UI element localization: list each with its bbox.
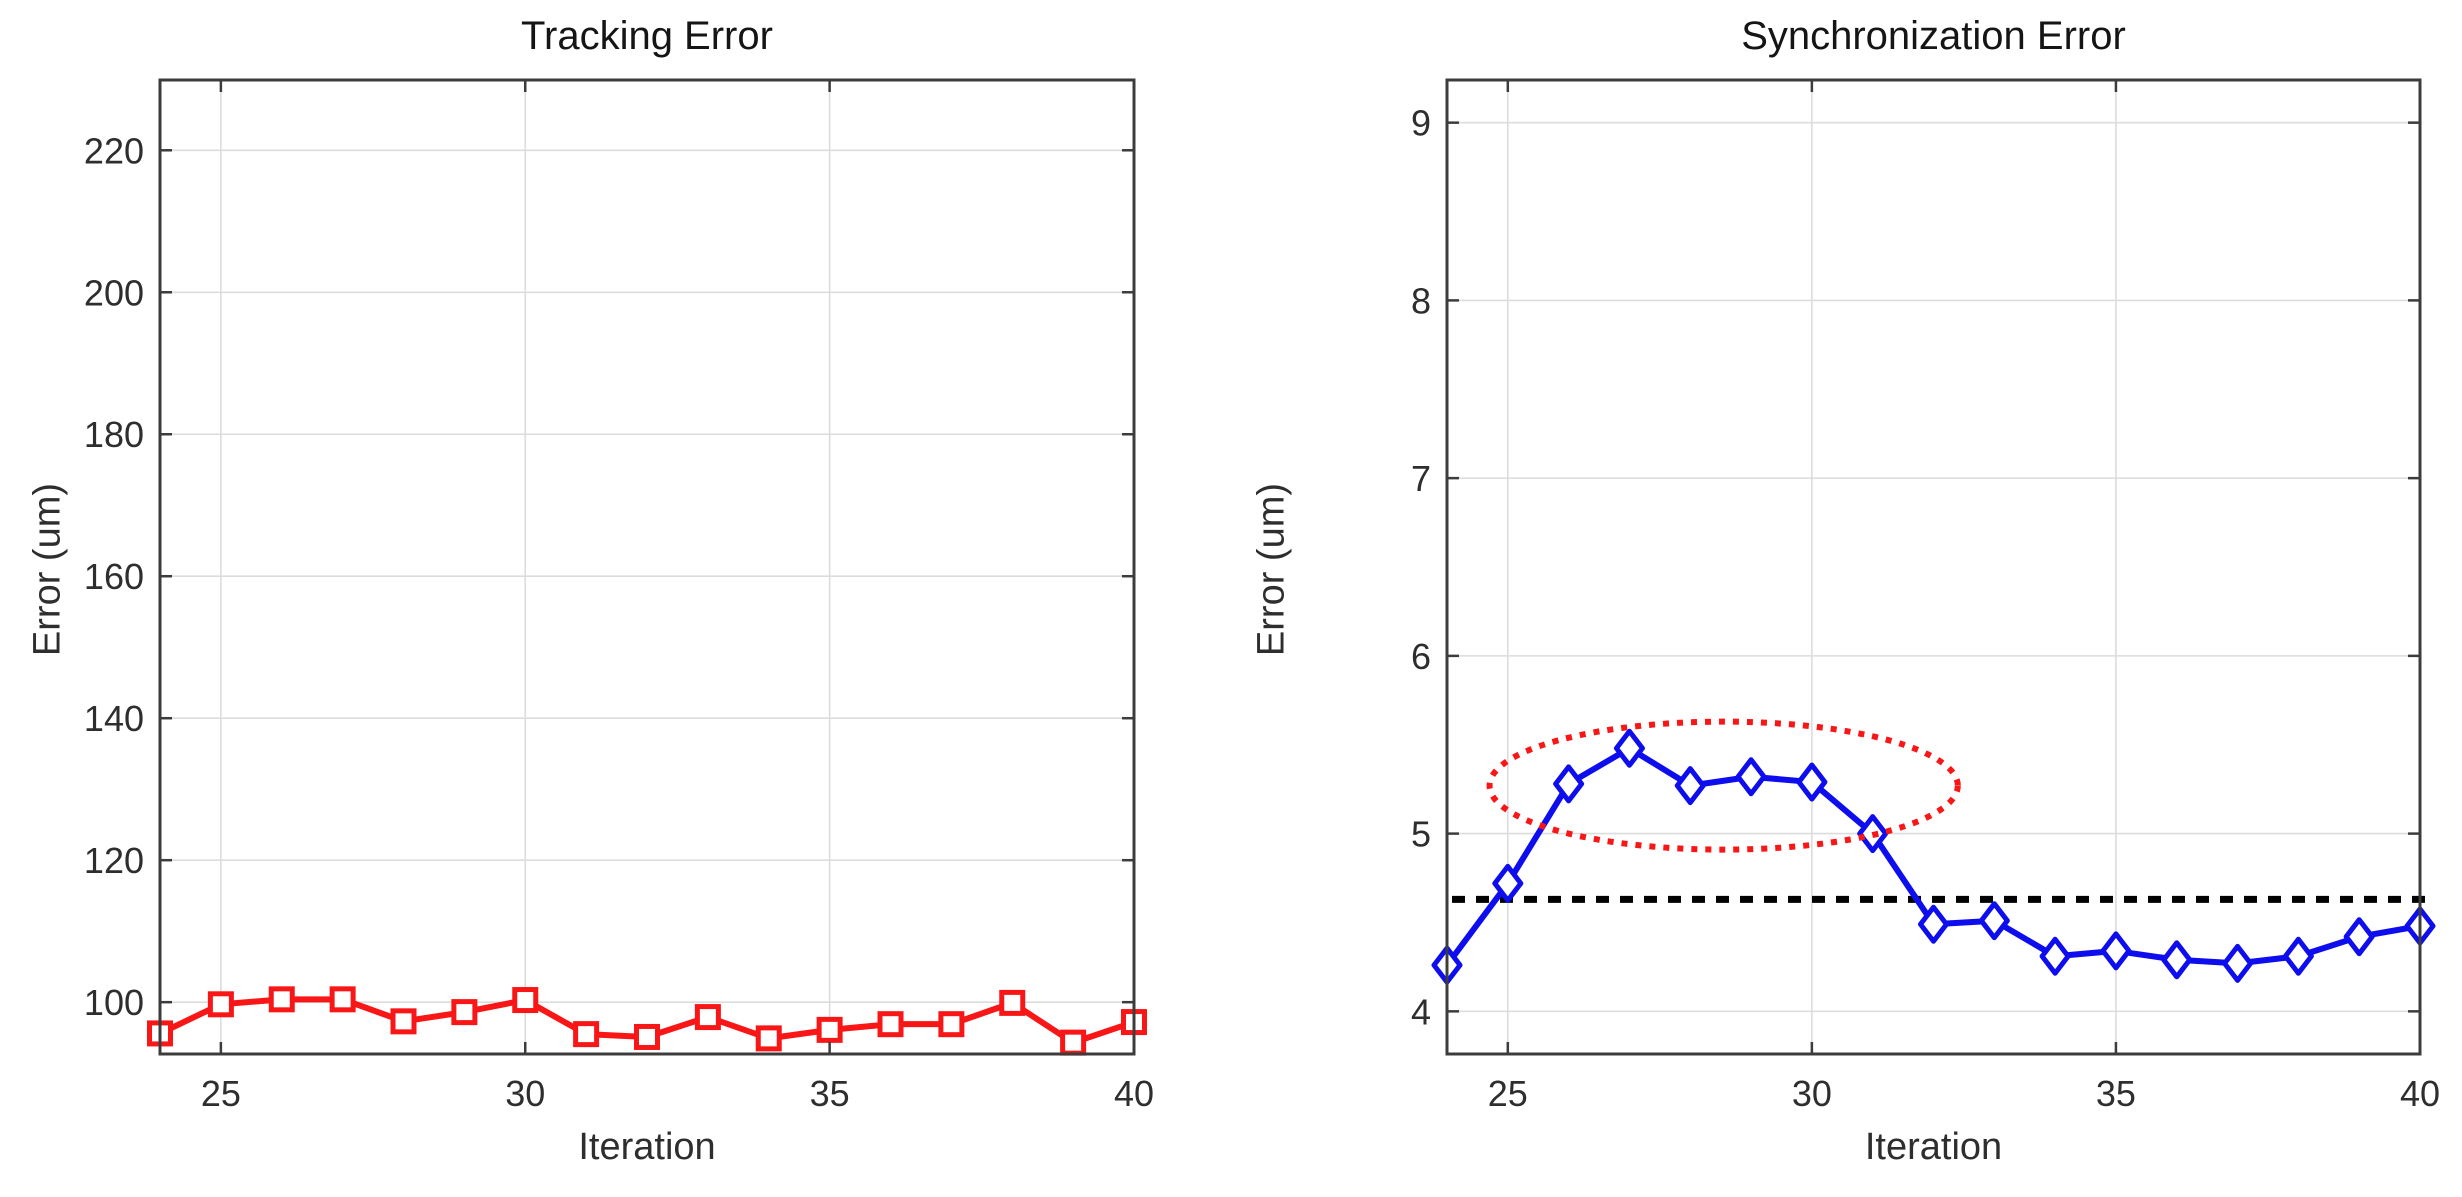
y-tick-label: 100: [84, 982, 144, 1023]
marker-diamond: [2161, 940, 2193, 980]
marker-diamond: [1613, 728, 1645, 768]
marker-square: [634, 1023, 660, 1050]
highlight-ellipse: [1486, 718, 1961, 853]
marker-square: [207, 991, 234, 1018]
marker-diamond: [1674, 766, 1706, 806]
marker-square: [1060, 1029, 1087, 1056]
y-tick-label: 120: [84, 840, 144, 881]
marker-diamond: [1735, 757, 1767, 797]
x-axis-label-synchronization: Iteration: [1864, 1126, 2003, 1168]
marker-diamond: [2222, 943, 2254, 983]
axes-border: [1445, 78, 2422, 1056]
x-tick-label: 40: [2400, 1073, 2440, 1114]
x-tick-label: 25: [201, 1073, 241, 1114]
y-tick-label: 9: [1411, 103, 1431, 144]
marker-square: [268, 986, 295, 1013]
marker-diamond: [1492, 863, 1524, 903]
marker-diamond: [2039, 936, 2071, 976]
marker-diamond: [1978, 901, 2010, 941]
y-axis-label-synchronization: Error (um): [1250, 482, 1293, 657]
marker-diamond: [2100, 931, 2132, 971]
marker-square: [390, 1008, 417, 1035]
y-tick-label: 7: [1411, 458, 1431, 499]
marker-diamond: [2282, 936, 2314, 976]
y-tick-label: 160: [84, 556, 144, 597]
marker-square: [573, 1021, 600, 1048]
y-tick-label: 200: [84, 272, 144, 313]
y-tick-label: 180: [84, 414, 144, 455]
x-tick-label: 35: [810, 1073, 850, 1114]
marker-diamond: [1553, 764, 1585, 804]
y-axis-label-tracking: Error (um): [26, 482, 69, 657]
y-tick-label: 4: [1411, 991, 1431, 1032]
marker-square: [694, 1004, 721, 1031]
y-tick-label: 220: [84, 130, 144, 171]
marker-square: [329, 986, 356, 1013]
marker-square: [816, 1016, 843, 1043]
y-tick-label: 8: [1411, 280, 1431, 321]
marker-diamond: [1918, 904, 1949, 944]
x-tick-label: 30: [505, 1073, 545, 1114]
marker-square: [512, 987, 539, 1014]
x-axis-label-tracking: Iteration: [578, 1126, 716, 1168]
plot-title-tracking-error: Tracking Error: [521, 14, 773, 58]
marker-diamond: [1796, 762, 1828, 802]
marker-square: [877, 1011, 904, 1038]
marker-square: [451, 999, 478, 1026]
x-tick-label: 25: [1488, 1073, 1528, 1114]
y-tick-label: 5: [1411, 814, 1431, 855]
axes-border: [158, 78, 1136, 1056]
x-tick-label: 30: [1792, 1073, 1832, 1114]
marker-square: [938, 1011, 965, 1038]
marker-square: [999, 989, 1026, 1016]
marker-square: [755, 1025, 782, 1052]
y-tick-label: 140: [84, 698, 144, 739]
plot-title-synchronization-error: Synchronization Error: [1741, 14, 2126, 58]
x-tick-label: 40: [1114, 1073, 1154, 1114]
x-tick-label: 35: [2096, 1073, 2136, 1114]
y-tick-label: 6: [1411, 636, 1431, 677]
marker-diamond: [2343, 917, 2375, 957]
